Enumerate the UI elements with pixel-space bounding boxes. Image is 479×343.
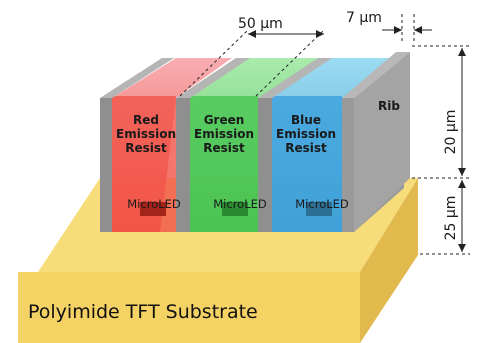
- rib-wall-1: [100, 98, 112, 232]
- rib-wall-2: [176, 98, 190, 232]
- red-microled-chip: [140, 202, 166, 216]
- rib-label: Rib: [378, 99, 400, 113]
- green-label-line2: Emission: [194, 127, 254, 141]
- substrate-front-face: [18, 272, 360, 343]
- red-microled-label: MicroLED: [127, 197, 181, 211]
- rib-wall-4-top: [342, 52, 410, 98]
- green-label-line1: Green: [204, 113, 245, 127]
- rib-height-dimension-label: 20 μm: [443, 110, 459, 155]
- pitch-arrowhead-right: [316, 30, 324, 38]
- substrate-thickness-label: 25 μm: [443, 196, 459, 241]
- red-chamber-label: Red Emission Resist MicroLED: [116, 113, 181, 211]
- substrate-arrowhead-bottom: [458, 244, 466, 252]
- rib-height-arrowhead-top: [458, 48, 466, 56]
- rib-wall-3: [258, 98, 272, 232]
- rib-walls: [100, 52, 410, 232]
- pitch-dimension-label: 50 μm: [238, 16, 283, 32]
- rib-wall-1-top: [100, 58, 174, 98]
- rib-width-dimension-label: 7 μm: [346, 10, 382, 26]
- blue-label-line2: Emission: [276, 127, 336, 141]
- blue-label-line3: Resist: [285, 141, 327, 155]
- blue-microled-chip: [306, 202, 332, 216]
- rib-width-arrowhead-right: [414, 26, 422, 34]
- rib-wall-4-side: [354, 52, 410, 232]
- microled-chips: [140, 202, 332, 216]
- rib-width-arrowhead-left: [394, 26, 402, 34]
- green-microled-chip: [222, 202, 248, 216]
- rib-wall-2-top: [176, 58, 250, 98]
- green-microled-label: MicroLED: [213, 197, 267, 211]
- dimension-annotations: [179, 14, 470, 255]
- substrate-right-face: [360, 178, 418, 343]
- pitch-guide-left: [179, 29, 249, 97]
- rib-wall-3-top: [258, 58, 332, 98]
- pitch-arrowhead-left: [248, 30, 256, 38]
- rib-height-arrowhead-bottom: [458, 168, 466, 176]
- blue-chamber-label: Blue Emission Resist MicroLED: [276, 113, 349, 211]
- dimension-arrowheads: [248, 26, 466, 252]
- red-label-line3: Resist: [125, 141, 167, 155]
- substrate-arrowhead-top: [458, 180, 466, 188]
- red-label-line2: Emission: [116, 127, 176, 141]
- green-label-line3: Resist: [203, 141, 245, 155]
- blue-label-line1: Blue: [291, 113, 321, 127]
- pitch-guide-right: [255, 29, 325, 97]
- blue-microled-label: MicroLED: [295, 197, 349, 211]
- red-label-line1: Red: [133, 113, 159, 127]
- substrate-label: Polyimide TFT Substrate: [28, 301, 258, 323]
- green-chamber-label: Green Emission Resist MicroLED: [194, 113, 267, 211]
